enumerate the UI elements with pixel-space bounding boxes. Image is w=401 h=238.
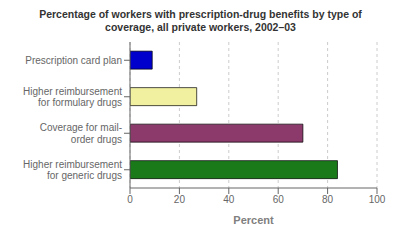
svg-text:100: 100: [369, 194, 386, 205]
svg-text:60: 60: [273, 194, 285, 205]
svg-text:Higher reimbursementfor generi: Higher reimbursementfor generic drugs: [23, 159, 122, 182]
svg-text:Percent: Percent: [233, 214, 274, 226]
html-text:Percentage of workers with pre: Percentage of workers with prescription-…: [39, 8, 362, 20]
html-text:coverage, all private workers,: coverage, all private workers, 2002–03: [105, 21, 296, 33]
svg-text:20: 20: [174, 194, 186, 205]
svg-text:Prescription card plan: Prescription card plan: [25, 55, 122, 66]
svg-text:0: 0: [127, 194, 133, 205]
svg-text:80: 80: [322, 194, 334, 205]
svg-text:40: 40: [223, 194, 235, 205]
svg-text:Higher reimbursementfor formul: Higher reimbursementfor formulary drugs: [23, 86, 122, 109]
svg-text:Coverage for mail-order drugs: Coverage for mail-order drugs: [40, 122, 122, 145]
